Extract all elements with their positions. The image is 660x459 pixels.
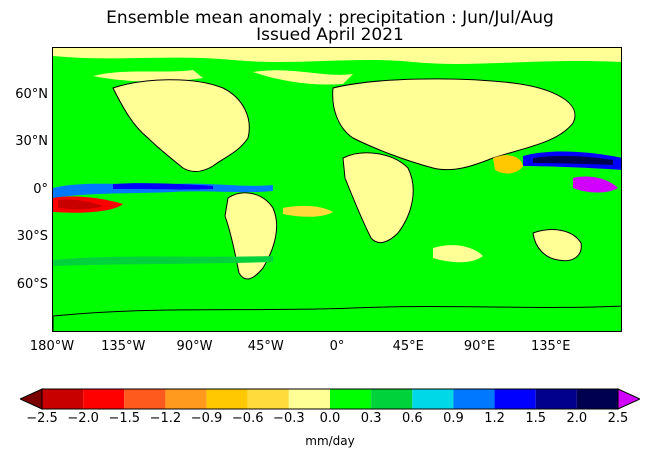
- north-pacific-patch: [93, 70, 203, 82]
- colorbar-segment: [247, 389, 289, 409]
- colorbar: [20, 388, 640, 410]
- pacific-itcz-core: [113, 183, 213, 190]
- colorbar-segment: [83, 389, 125, 409]
- map-canvas: [53, 48, 621, 331]
- colorbar-tick-label: −2.5: [26, 411, 58, 426]
- maritime-continent-dry: [493, 155, 523, 174]
- longitude-tick-label: 45°E: [392, 339, 424, 354]
- colorbar-tick-label: 0.3: [360, 411, 382, 426]
- colorbar-tick-label: 0.6: [401, 411, 423, 426]
- longitude-tick-label: 90°W: [176, 339, 213, 354]
- colorbar-over-extension: [617, 388, 640, 410]
- arctic-anomaly: [53, 48, 621, 64]
- latitude-tick-label: 0°: [33, 181, 48, 197]
- antarctica-land: [53, 305, 621, 331]
- colorbar-tick-label: 1.2: [484, 411, 505, 426]
- colorbar-segment: [124, 389, 166, 409]
- colorbar-under-extension: [20, 388, 43, 410]
- colorbar-tick-label: −0.3: [273, 411, 305, 426]
- colorbar-segment: [412, 389, 454, 409]
- colorbar-segment: [288, 389, 330, 409]
- colorbar-segment: [453, 389, 495, 409]
- pacific-itcz-wet-band: [53, 183, 273, 198]
- north-america-land: [112, 79, 250, 173]
- latitude-tick-label: 60°S: [16, 276, 48, 292]
- longitude-tick-label: 45°W: [247, 339, 284, 354]
- latitude-tick-label: 60°N: [15, 86, 48, 102]
- longitude-tick-label: 0°: [329, 339, 345, 354]
- colorbar-tick-label: 2.0: [566, 411, 588, 426]
- longitude-tick-label: 135°W: [101, 339, 146, 354]
- colorbar-tick-label: −0.6: [231, 411, 264, 426]
- australia-land: [532, 229, 582, 262]
- east-pacific-dry-core: [58, 199, 103, 210]
- colorbar-segment: [165, 389, 207, 409]
- colorbar-segment: [576, 389, 618, 409]
- colorbar-segment: [206, 389, 248, 409]
- africa-land: [342, 152, 414, 244]
- colorbar-tick-label: 0.9: [443, 411, 464, 426]
- map-subtitle: Issued April 2021: [256, 25, 404, 45]
- longitude-tick-label: 135°E: [530, 339, 571, 354]
- colorbar-tick-label: −1.5: [108, 411, 141, 426]
- colorbar-tick-label: 2.5: [607, 411, 629, 426]
- indian-ocean-dry-patch: [433, 245, 483, 263]
- longitude-tick-label: 180°W: [29, 339, 75, 354]
- latitude-tick-label: 30°S: [16, 229, 48, 244]
- longitude-tick-label: 90°E: [463, 339, 496, 354]
- colorbar-tick-label: −2.0: [67, 411, 99, 426]
- colorbar-tick-label: 0.0: [319, 411, 341, 426]
- colorbar-segment: [371, 389, 413, 409]
- colorbar-tick-label: −0.9: [190, 411, 223, 426]
- colorbar-tick-label: −1.2: [149, 411, 182, 426]
- eurasia-land: [332, 78, 576, 171]
- map-title: Ensemble mean anomaly : precipitation : …: [106, 8, 554, 28]
- colorbar-segment: [42, 389, 84, 409]
- north-atlantic-patch: [253, 70, 353, 85]
- colorbar-segment: [494, 389, 536, 409]
- precipitation-anomaly-map: [52, 47, 622, 332]
- colorbar-tick-label: 1.5: [525, 411, 547, 426]
- atlantic-dry-patch: [283, 205, 333, 217]
- west-pacific-max-wet: [573, 176, 618, 193]
- west-pacific-wet-core: [533, 155, 613, 165]
- colorbar-segment: [330, 389, 372, 409]
- colorbar-unit-label: mm/day: [305, 434, 355, 448]
- colorbar-segment: [535, 389, 577, 409]
- latitude-tick-label: 30°N: [15, 134, 48, 149]
- south-pacific-band: [53, 256, 273, 266]
